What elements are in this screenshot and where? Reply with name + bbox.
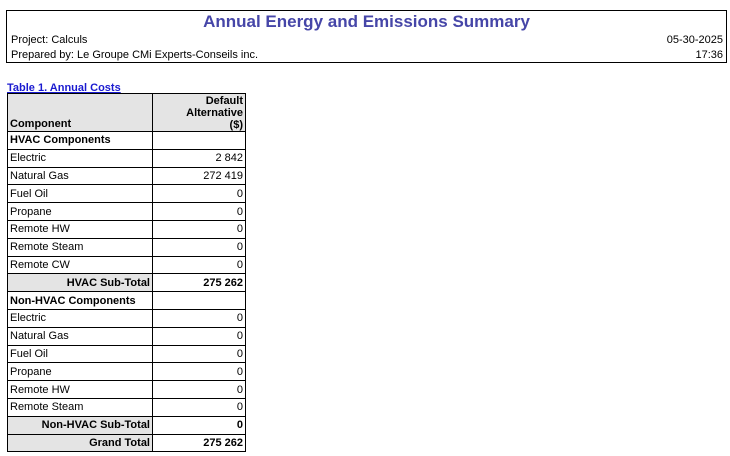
- value-cell: 0: [152, 380, 246, 399]
- value-cell: [152, 131, 246, 150]
- label-cell: Propane: [7, 202, 153, 221]
- label-cell: Propane: [7, 362, 153, 382]
- date: 05-30-2025: [666, 34, 723, 46]
- label-cell: Remote Steam: [7, 237, 153, 257]
- value-cell: 0: [152, 184, 246, 204]
- value-cell: 0: [152, 326, 246, 346]
- value-cell: 0: [152, 362, 246, 382]
- label-cell: Non-HVAC Components: [7, 291, 153, 310]
- item-row: Remote Steam 0: [7, 397, 246, 417]
- item-row: Propane 0: [7, 202, 246, 221]
- label-cell: Non-HVAC Sub-Total: [7, 415, 153, 435]
- cost-table: Component Default Alternative ($) HVAC C…: [7, 93, 246, 453]
- item-row: Remote Steam 0: [7, 237, 246, 257]
- sec-row: HVAC Components: [7, 131, 246, 150]
- value-cell: 0: [152, 202, 246, 221]
- item-row: Electric 2 842: [7, 148, 246, 168]
- item-row: Remote HW 0: [7, 219, 246, 239]
- project: Project: Calculs: [11, 34, 88, 46]
- label-cell: Remote HW: [7, 219, 153, 239]
- value-cell: 0: [152, 219, 246, 239]
- report-title: Annual Energy and Emissions Summary: [203, 12, 530, 31]
- label-cell: Fuel Oil: [7, 184, 153, 204]
- table-caption: Table 1. Annual Costs: [7, 82, 121, 94]
- item-row: Natural Gas 272 419: [7, 166, 246, 186]
- label-cell: Natural Gas: [7, 166, 153, 186]
- label-cell: Fuel Oil: [7, 344, 153, 364]
- value-cell: 275 262: [152, 273, 246, 293]
- label-cell: Remote HW: [7, 380, 153, 399]
- value-cell: 0: [152, 255, 246, 275]
- column-header-text: Default Alternative ($): [186, 95, 243, 131]
- value-cell: 275 262: [152, 433, 246, 453]
- time: 17:36: [695, 49, 723, 61]
- value-cell: 0: [152, 415, 246, 435]
- prepared-by: Prepared by: Le Groupe CMi Experts-Conse…: [11, 49, 258, 61]
- sec-row: Non-HVAC Components: [7, 291, 246, 310]
- item-row: Propane 0: [7, 362, 246, 382]
- label-cell: Remote CW: [7, 255, 153, 275]
- item-row: Natural Gas 0: [7, 326, 246, 346]
- label-cell: Electric: [7, 148, 153, 168]
- value-cell: 0: [152, 308, 246, 328]
- sub-row: Non-HVAC Sub-Total 0: [7, 415, 246, 435]
- label-cell: HVAC Sub-Total: [7, 273, 153, 293]
- value-cell: 272 419: [152, 166, 246, 186]
- label-cell: Electric: [7, 308, 153, 328]
- value-cell: [152, 291, 246, 310]
- label-cell: Natural Gas: [7, 326, 153, 346]
- label-cell: Grand Total: [7, 433, 153, 453]
- column-header: Default Alternative ($): [152, 93, 246, 132]
- label-cell: Remote Steam: [7, 397, 153, 417]
- sub-row: Grand Total 275 262: [7, 433, 246, 453]
- sub-row: HVAC Sub-Total 275 262: [7, 273, 246, 293]
- item-row: Fuel Oil 0: [7, 184, 246, 204]
- value-cell: 0: [152, 237, 246, 257]
- column-header: Component: [7, 93, 153, 132]
- item-row: Remote HW 0: [7, 380, 246, 399]
- label-cell: HVAC Components: [7, 131, 153, 150]
- item-row: Electric 0: [7, 308, 246, 328]
- header-row: Component Default Alternative ($): [7, 93, 246, 132]
- report-header: Annual Energy and Emissions Summary Proj…: [6, 10, 727, 63]
- item-row: Remote CW 0: [7, 255, 246, 275]
- item-row: Fuel Oil 0: [7, 344, 246, 364]
- value-cell: 2 842: [152, 148, 246, 168]
- value-cell: 0: [152, 397, 246, 417]
- value-cell: 0: [152, 344, 246, 364]
